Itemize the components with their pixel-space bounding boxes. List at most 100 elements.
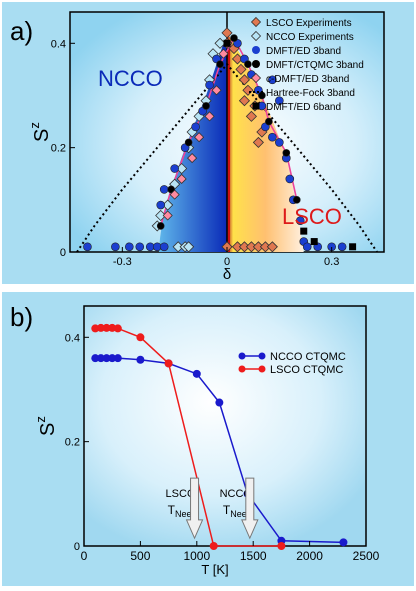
x-tick-label: 2000: [296, 549, 323, 563]
ncco-ctqmc-point: [113, 354, 122, 363]
hartree-fock-line: [76, 62, 378, 253]
dmft-ed-6band-point: [223, 39, 231, 47]
annotation-ncco-tneel-subscript: Neel: [230, 509, 249, 519]
legend-dmft-ed-3band-marker: [252, 46, 260, 54]
c-dmft-ed-3band-point: [169, 189, 180, 200]
annotation-ncco-arrow: [241, 477, 259, 540]
x-tick-label: 2500: [353, 549, 380, 563]
dmft-ctqmc-3band-point: [167, 185, 175, 194]
ncco-experiments-point: [155, 209, 167, 222]
dmft-ctqmc-3band-point: [282, 149, 291, 157]
ncco-ctqmc-point: [96, 354, 105, 363]
x-axis-label: T [K]: [201, 562, 228, 577]
legend-dmft-ed-6band-label: DMFT/ED 6band: [266, 102, 341, 113]
c-dmft-ed-3band-point: [162, 210, 173, 221]
lsco-experiments-point: [245, 110, 257, 122]
legend-ncco-experiments-label: NCCO Experiments: [266, 32, 354, 43]
dmft-ctqmc-3band-point: [216, 60, 224, 68]
legend-lsco-ctqmc-label: LSCO CTQMC: [270, 364, 343, 376]
lsco-ctqmc-point: [277, 542, 286, 550]
dmft-ed-3band-point: [295, 216, 305, 225]
dmft-ctqmc-3band-point: [230, 34, 238, 42]
chart-a: 0.2 0.4 0 -0.3 0 0.3 δ Sz NCCO LSCO LSCO Experimen…: [27, 11, 385, 283]
dmft-ed-3band-point: [302, 242, 312, 252]
legend-dmft-ctqmc-3band-marker: [252, 60, 260, 68]
dmft-ctqmc-3band-point: [156, 222, 165, 230]
ncco-ctqmc-point: [215, 398, 224, 407]
legend-lsco-experiments-label: LSCO Experiments: [266, 18, 352, 29]
x-tick-label: 500: [130, 549, 150, 563]
x-tick-label: -0.3: [113, 256, 132, 268]
legend-ncco-ctqmc-label: NCCO CTQMC: [270, 351, 346, 363]
y-tick-label: 0.2: [65, 437, 80, 449]
lsco-experiments-point: [235, 63, 247, 75]
panel-b: 0 0.2 0.4 0 500 1000 1500 2000 2500 T [K] Sz NCCO C…: [2, 292, 414, 586]
dmft-ed-3band-point: [170, 164, 179, 173]
dmft-ed-3band-point: [159, 242, 169, 252]
lsco-ctqmc-point: [96, 323, 105, 332]
panel-a-label: a): [10, 16, 34, 46]
dmft-ed-3band-point: [275, 138, 284, 147]
region-label-ncco: NCCO: [98, 66, 163, 91]
dmft-ed-3band-point: [125, 242, 134, 252]
x-tick-label: 0: [81, 549, 88, 563]
legend-c-dmft-ed-3band-label: c-DMFT/ED 3band: [266, 74, 349, 85]
y-axis-label-superscript: z: [27, 122, 42, 129]
x-tick-label: 0: [224, 256, 230, 268]
dmft-ed-3band-point: [205, 80, 214, 90]
x-tick-label: 0.3: [324, 256, 339, 268]
c-dmft-ed-3band-point: [218, 48, 229, 59]
legend-dmft-ed-3band-label: DMFT/ED 3band: [266, 46, 341, 57]
x-axis-label: δ: [223, 266, 231, 283]
legend-c-dmft-ed-3band-marker: [250, 72, 262, 84]
panel-a: 0.2 0.4 0 -0.3 0 0.3 δ Sz NCCO LSCO LSCO Experimen…: [2, 2, 414, 284]
lsco-ctqmc-point: [209, 542, 218, 550]
lsco-experiments-point: [238, 95, 251, 107]
dmft-ed-3band-point: [268, 75, 277, 85]
dmft-ctqmc-3band-point: [184, 138, 193, 147]
legend-lsco-ctqmc-marker: [238, 365, 246, 373]
dmft-ed-3band-point: [268, 132, 277, 142]
dmft-ed-6band-point: [349, 243, 357, 251]
lsco-experiments-point: [252, 136, 264, 149]
lsco-ctqmc-point: [136, 333, 145, 342]
dmft-ed-3band-point: [135, 242, 145, 252]
annotation-lsco-tneel-subscript: Neel: [175, 509, 194, 519]
dmft-ed-3band-point: [159, 185, 169, 194]
c-dmft-ed-3band-point: [176, 173, 187, 185]
y-axis-label: Sz: [27, 122, 53, 142]
ncco-ctqmc-point: [339, 538, 348, 547]
plot-area: [83, 305, 367, 547]
lsco-ctqmc-point: [102, 323, 111, 332]
dmft-ed-3band-point: [191, 122, 200, 132]
dmft-ed-3band-point: [337, 242, 347, 252]
dmft-ed-6band-point: [310, 238, 318, 246]
legend-lsco-experiments-marker: [250, 16, 262, 28]
legend-ncco-ctqmc-marker: [258, 352, 266, 360]
ncco-ctqmc-point: [102, 354, 111, 363]
ncco-experiments-point: [183, 241, 195, 253]
ncco-ctqmc-point: [136, 355, 145, 364]
legend-ncco-experiments-marker: [250, 30, 262, 42]
dmft-ed-3band-point: [156, 200, 166, 210]
panel-b-label: b): [10, 302, 34, 332]
lsco-ctqmc-point: [164, 359, 173, 368]
legend-dmft-ed-6band-marker: [252, 102, 260, 110]
c-dmft-ed-3band-point: [211, 85, 222, 96]
dmft-ed-3band-point: [275, 96, 284, 105]
dmft-ctqmc-3band-point: [202, 102, 210, 110]
dmft-ctqmc-3band-point: [292, 196, 301, 204]
annotation-lsco-label: LSCO: [166, 488, 196, 500]
lsco-experiments-point: [238, 74, 251, 86]
chart-b: 0 0.2 0.4 0 500 1000 1500 2000 2500 T [K] Sz NCCO C…: [33, 305, 380, 577]
x-tick-label: 1000: [183, 549, 210, 563]
c-dmft-ed-3band-point: [204, 111, 215, 122]
annotation-lsco-arrow: [185, 477, 204, 540]
dmft-ed-3band-point: [285, 174, 295, 184]
legend-lsco-ctqmc-marker: [258, 365, 266, 373]
y-tick-label: 0.4: [51, 38, 66, 50]
y-tick-label: 0: [74, 541, 80, 553]
x-tick-label: 1500: [240, 549, 267, 563]
legend-hartree-fock-3band-label: Hartree-Fock 3band: [266, 88, 355, 99]
ncco-ctqmc-point: [91, 354, 100, 363]
